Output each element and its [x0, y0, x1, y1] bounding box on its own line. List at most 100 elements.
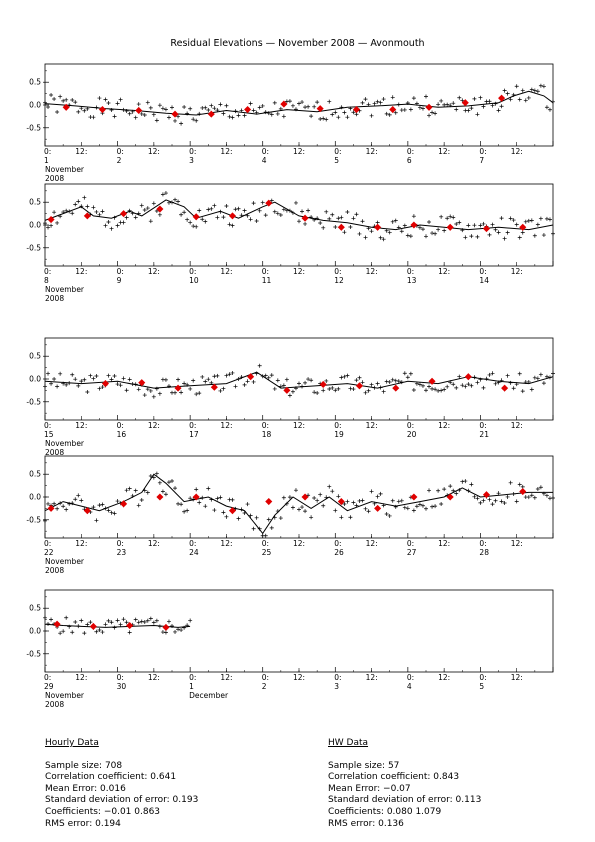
- y-tick-label: 0.5: [29, 78, 41, 87]
- observed-point: [284, 501, 289, 506]
- observed-point: [227, 114, 232, 119]
- observed-point: [79, 204, 84, 209]
- observed-point: [532, 495, 537, 500]
- observed-point: [342, 374, 347, 379]
- observed-point: [109, 377, 114, 382]
- observed-point: [206, 108, 211, 113]
- observed-point: [218, 102, 223, 107]
- observed-point: [43, 100, 47, 105]
- x-tick-hour-label: 12:: [220, 539, 232, 548]
- observed-point: [118, 383, 123, 388]
- observed-point: [526, 95, 531, 100]
- observed-point: [209, 497, 214, 502]
- observed-point: [100, 502, 105, 507]
- x-tick-hour-label: 12:: [220, 421, 232, 430]
- x-tick-hour-label: 12:: [148, 421, 160, 430]
- y-tick-label: 0.0: [29, 101, 41, 110]
- observed-point: [145, 618, 150, 623]
- x-tick-hour-label: 0:: [407, 539, 414, 548]
- observed-point: [251, 108, 256, 113]
- observed-point: [52, 210, 57, 215]
- observed-point: [46, 621, 51, 626]
- x-tick-hour-label: 12:: [438, 267, 450, 276]
- observed-point: [212, 374, 217, 379]
- x-day-label: 9: [117, 276, 122, 285]
- observed-point: [538, 83, 543, 88]
- observed-point: [157, 103, 162, 108]
- observed-point: [466, 108, 471, 113]
- observed-point: [408, 371, 413, 376]
- observed-point: [487, 372, 492, 377]
- high-water-point: [464, 373, 472, 381]
- observed-point: [263, 213, 268, 218]
- observed-point: [460, 479, 465, 484]
- x-tick-hour-label: 12:: [438, 673, 450, 682]
- x-tick-hour-label: 12:: [366, 539, 378, 548]
- x-tick-hour-label: 0:: [44, 267, 51, 276]
- observed-point: [281, 383, 286, 388]
- observed-point: [339, 215, 344, 220]
- observed-point: [490, 371, 495, 376]
- observed-point: [526, 495, 531, 500]
- observed-point: [514, 382, 519, 387]
- observed-point: [390, 95, 395, 100]
- observed-point: [454, 385, 459, 390]
- x-month-label: November: [45, 691, 85, 700]
- plot-frame: [44, 183, 554, 267]
- high-water-point: [265, 498, 273, 506]
- observed-point: [436, 102, 441, 107]
- x-tick-hour-label: 12:: [293, 267, 305, 276]
- observed-point: [139, 619, 144, 624]
- high-water-point: [374, 223, 382, 231]
- observed-point: [49, 381, 54, 386]
- observed-point: [239, 108, 244, 113]
- observed-point: [487, 99, 492, 104]
- y-tick-label: -0.5: [26, 515, 41, 524]
- observed-point: [430, 110, 435, 115]
- x-day-label: 14: [479, 276, 489, 285]
- high-water-point: [162, 623, 170, 631]
- observed-point: [67, 624, 72, 629]
- high-water-point: [355, 382, 364, 390]
- observed-point: [466, 223, 471, 228]
- observed-point: [544, 374, 549, 379]
- observed-point: [212, 203, 217, 208]
- hourly-std-error: Standard deviation of error: 0.193: [45, 795, 199, 806]
- observed-point: [166, 384, 171, 389]
- observed-point: [369, 113, 374, 118]
- observed-point: [324, 117, 329, 122]
- observed-point: [442, 228, 447, 233]
- observed-point: [430, 504, 435, 509]
- observed-point: [127, 208, 132, 213]
- observed-point: [70, 501, 75, 506]
- observed-point: [70, 372, 75, 377]
- observed-point: [121, 220, 126, 225]
- observed-point: [163, 492, 168, 497]
- high-water-point: [192, 213, 200, 221]
- observed-point: [257, 363, 262, 368]
- high-water-point: [156, 493, 164, 501]
- observed-point: [121, 107, 126, 112]
- observed-point: [405, 375, 410, 380]
- hw-mean-error: Mean Error: −0.07: [328, 783, 411, 794]
- observed-point: [275, 211, 280, 216]
- observed-point: [490, 103, 495, 108]
- y-tick-label: -0.5: [26, 123, 41, 132]
- observed-point: [303, 105, 308, 110]
- observed-point: [511, 491, 516, 496]
- observed-point: [49, 223, 54, 228]
- x-tick-hour-label: 0:: [189, 539, 196, 548]
- x-day-label: 10: [189, 276, 199, 285]
- observed-point: [300, 209, 305, 214]
- observed-point: [109, 107, 114, 112]
- observed-point: [375, 494, 380, 499]
- observed-point: [160, 192, 165, 197]
- y-tick-label: -0.5: [26, 243, 41, 252]
- observed-point: [312, 104, 317, 109]
- observed-point: [420, 227, 425, 232]
- observed-point: [100, 209, 105, 214]
- observed-point: [402, 371, 407, 376]
- observed-point: [133, 488, 138, 493]
- observed-point: [339, 105, 344, 110]
- observed-point: [215, 108, 220, 113]
